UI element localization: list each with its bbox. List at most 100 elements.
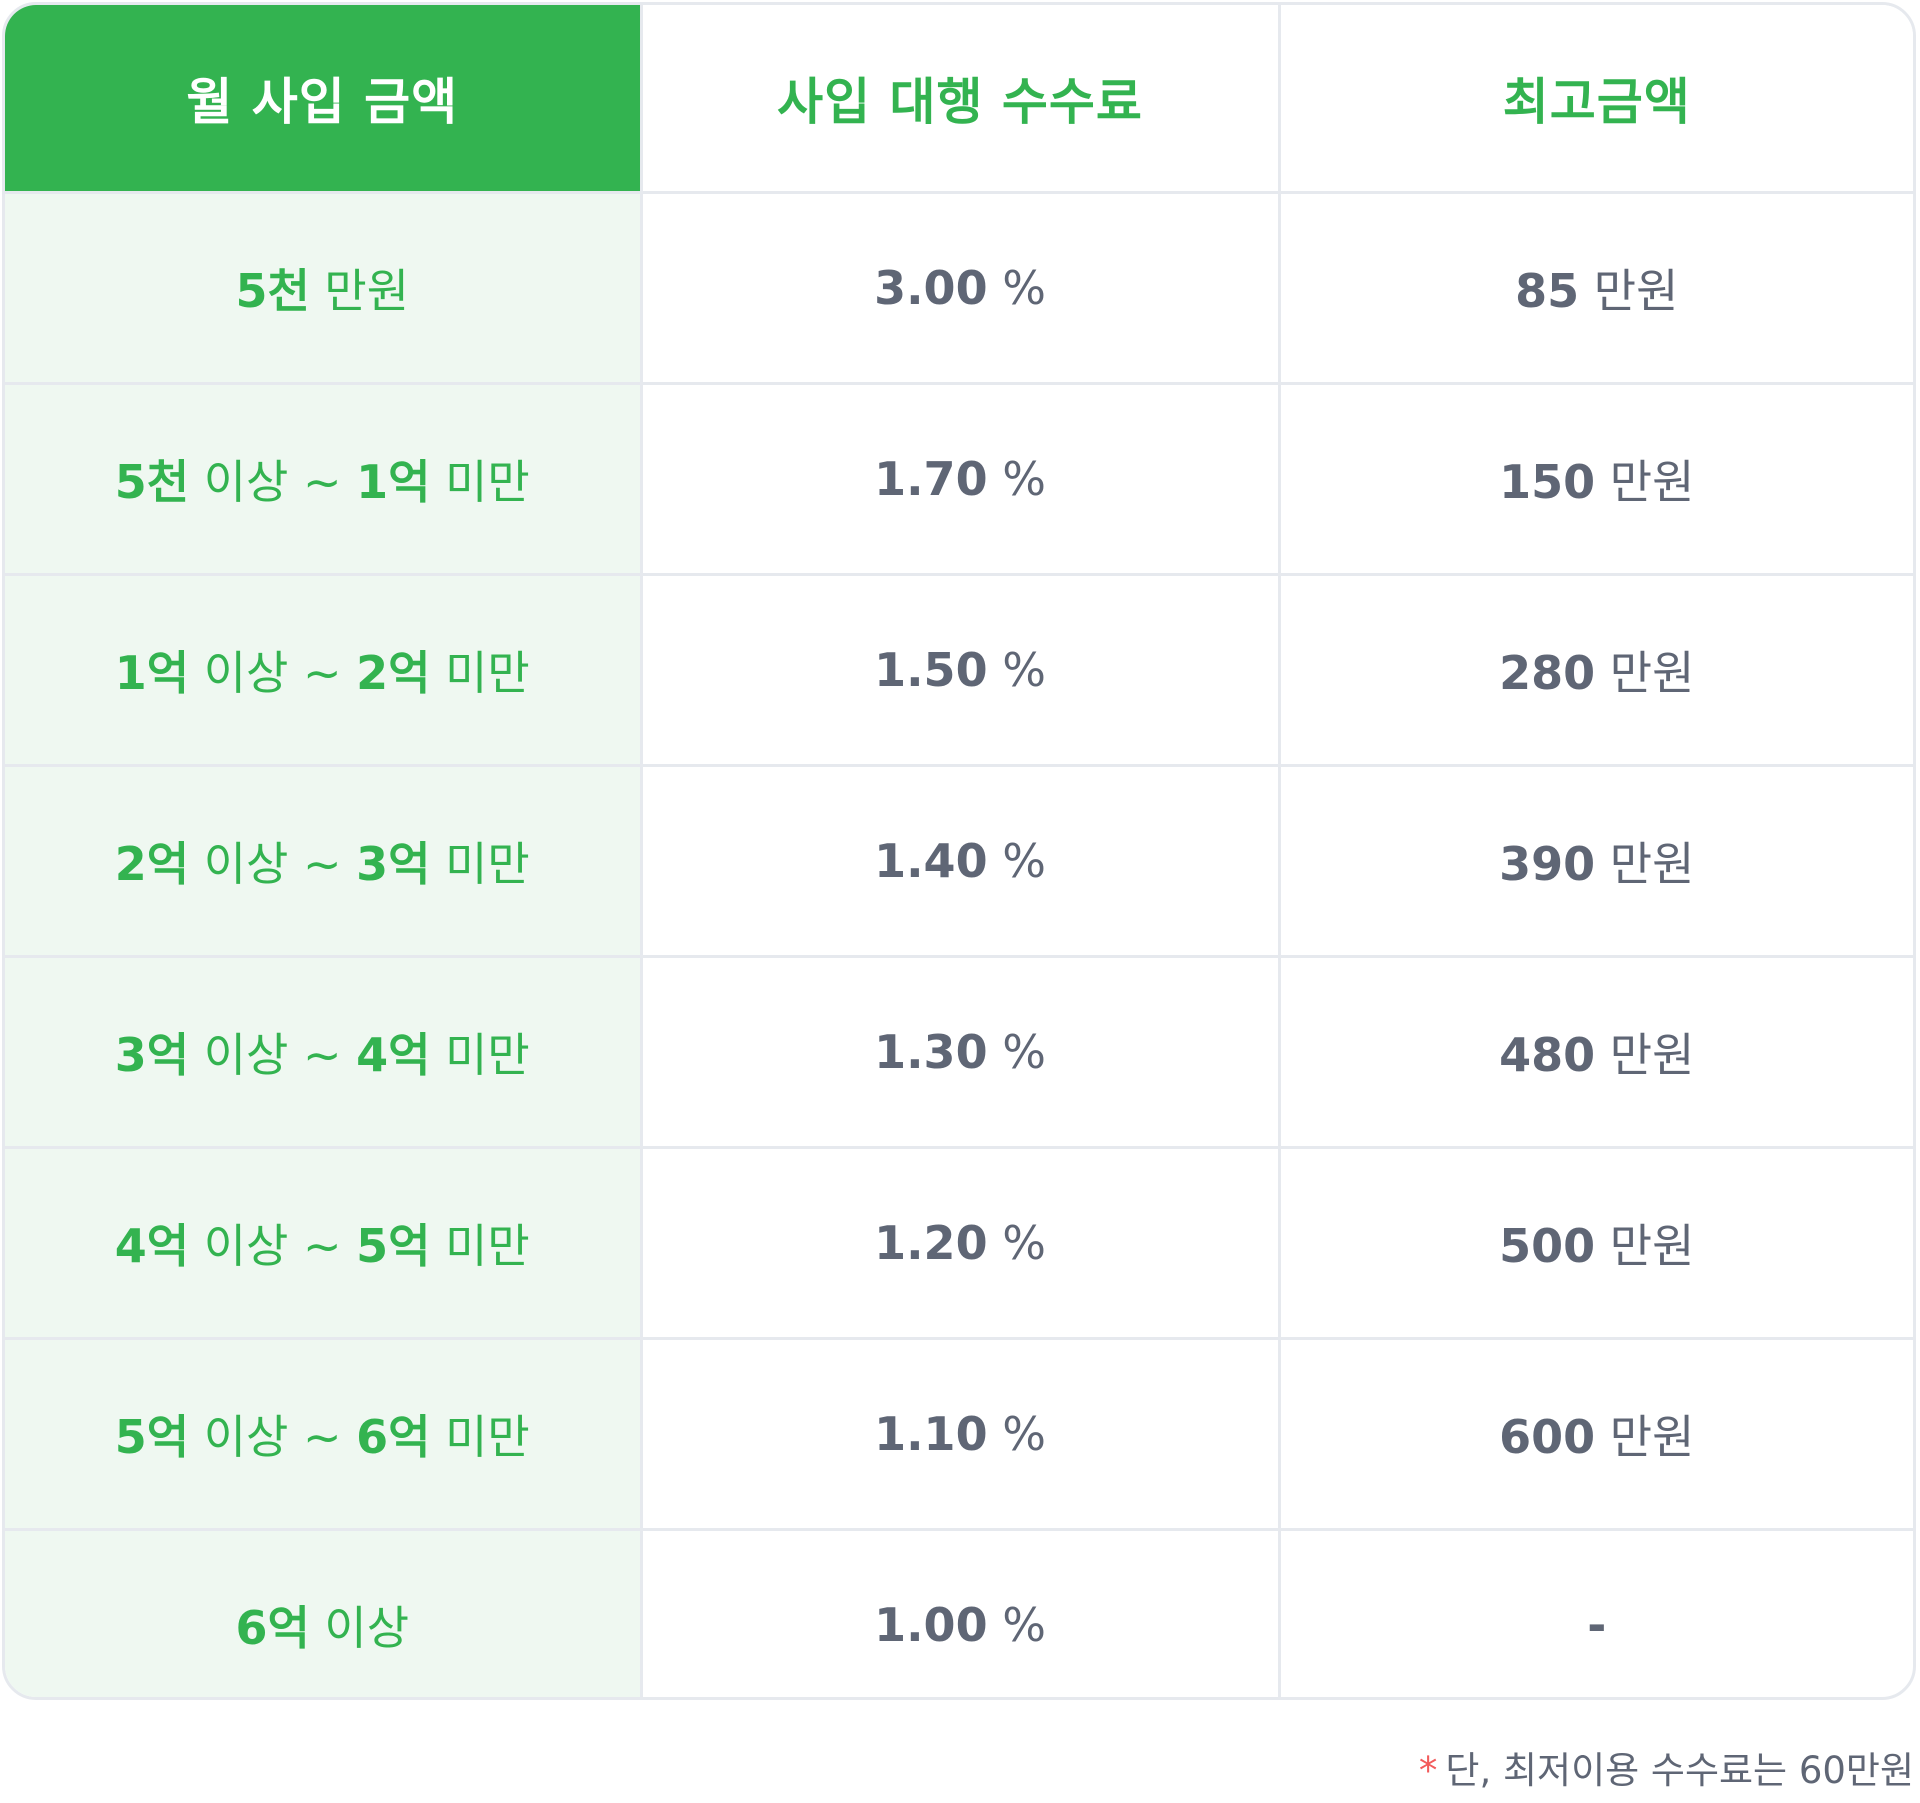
fee-rate-cell: 1.70 %	[641, 383, 1281, 576]
purchase-range-cell-part: 미만	[430, 455, 530, 509]
fee-rate-cell: 1.40 %	[641, 765, 1281, 958]
max-amount-cell-part: 만원	[1595, 1410, 1695, 1464]
purchase-range-cell: 3억 이상 ~ 4억 미만	[5, 956, 643, 1149]
fee-rate-cell-part: 1.10	[874, 1407, 988, 1461]
purchase-range-cell: 1억 이상 ~ 2억 미만	[5, 574, 643, 767]
table-row: 5천 만원 3.00 % 85 만원	[5, 192, 1913, 385]
fee-table-container: 월 사입 금액 사입 대행 수수료 최고금액 5천 만원 3.00 % 85 만원 5…	[2, 2, 1916, 1700]
fee-rate-cell-part: 3.00	[874, 261, 988, 315]
header-max-amount: 최고금액	[1279, 5, 1913, 194]
fee-rate-cell-part: %	[987, 452, 1046, 506]
fee-rate-cell-part: 1.30	[874, 1025, 988, 1079]
fee-rate-cell-part: %	[987, 834, 1046, 888]
table-header: 월 사입 금액 사입 대행 수수료 최고금액	[5, 5, 1913, 194]
fee-rate-cell: 1.00 %	[641, 1529, 1281, 1697]
purchase-range-cell: 5천 이상 ~ 1억 미만	[5, 383, 643, 576]
max-amount-cell-part: 만원	[1579, 264, 1679, 318]
purchase-range-cell-part: 미만	[430, 646, 530, 700]
table-row: 3억 이상 ~ 4억 미만 1.30 % 480 만원	[5, 956, 1913, 1149]
table-row: 5천 이상 ~ 1억 미만 1.70 % 150 만원	[5, 383, 1913, 576]
max-amount-cell-part: 만원	[1595, 455, 1695, 509]
purchase-range-cell: 2억 이상 ~ 3억 미만	[5, 765, 643, 958]
purchase-range-cell-part: 이상 ~	[189, 1028, 357, 1082]
purchase-range-cell-part: 5천	[235, 264, 310, 318]
purchase-range-cell-part: 미만	[430, 1410, 530, 1464]
purchase-range-cell-part: 이상 ~	[189, 455, 357, 509]
fee-rate-cell: 1.50 %	[641, 574, 1281, 767]
purchase-range-cell-part: 2억	[356, 646, 431, 700]
footnote: * 단, 최저이용 수수료는 60만원	[1419, 1740, 1914, 1794]
purchase-range-cell-part: 3억	[114, 1028, 190, 1082]
fee-rate-cell-part: %	[987, 643, 1046, 697]
purchase-range-cell-part: 이상 ~	[189, 1219, 357, 1273]
fee-rate-cell-part: %	[987, 1216, 1046, 1270]
max-amount-cell-part: 480	[1499, 1028, 1596, 1082]
table-row: 6억 이상 1.00 % -	[5, 1529, 1913, 1698]
max-amount-cell: -	[1279, 1530, 1913, 1698]
max-amount-cell-part: 150	[1499, 455, 1596, 509]
max-amount-cell: 480 만원	[1279, 956, 1913, 1149]
fee-rate-cell-part: 1.50	[874, 643, 988, 697]
purchase-range-cell-part: 4억	[114, 1219, 190, 1273]
table-body: 5천 만원 3.00 % 85 만원 5천 이상 ~ 1억 미만 1.70 % 150 만…	[5, 192, 1913, 1698]
max-amount-cell-part: -	[1587, 1598, 1607, 1652]
max-amount-cell: 85 만원	[1279, 192, 1913, 385]
table-row: 1억 이상 ~ 2억 미만 1.50 % 280 만원	[5, 574, 1913, 767]
fee-rate-cell: 1.20 %	[641, 1147, 1281, 1340]
fee-rate-cell: 3.00 %	[641, 192, 1281, 385]
purchase-range-cell-part: 이상 ~	[189, 837, 357, 891]
max-amount-cell-part: 만원	[1595, 1028, 1695, 1082]
table-row: 2억 이상 ~ 3억 미만 1.40 % 390 만원	[5, 765, 1913, 958]
purchase-range-cell-part: 5천	[114, 455, 190, 509]
purchase-range-cell: 5억 이상 ~ 6억 미만	[5, 1338, 643, 1531]
fee-rate-cell-part: %	[987, 1025, 1046, 1079]
purchase-range-cell-part: 5억	[356, 1219, 431, 1273]
max-amount-cell-part: 만원	[1595, 646, 1695, 700]
footnote-text: 단, 최저이용 수수료는 60만원	[1445, 1749, 1914, 1792]
purchase-range-cell-part: 만원	[309, 264, 410, 318]
max-amount-cell: 150 만원	[1279, 383, 1913, 576]
purchase-range-cell-part: 5억	[114, 1410, 190, 1464]
fee-rate-cell: 1.30 %	[641, 956, 1281, 1149]
fee-rate-cell-part: 1.00	[874, 1598, 988, 1652]
purchase-range-cell-part: 4억	[356, 1028, 431, 1082]
purchase-range-cell: 5천 만원	[5, 192, 643, 385]
purchase-range-cell-part: 1억	[114, 646, 190, 700]
max-amount-cell-part: 390	[1499, 837, 1596, 891]
fee-rate-cell-part: %	[987, 261, 1046, 315]
fee-rate-cell-part: %	[987, 1598, 1046, 1652]
fee-table: 월 사입 금액 사입 대행 수수료 최고금액 5천 만원 3.00 % 85 만원 5…	[5, 5, 1913, 1698]
header-monthly-purchase-amount: 월 사입 금액	[5, 5, 643, 194]
max-amount-cell-part: 280	[1499, 646, 1596, 700]
purchase-range-cell-part: 3억	[356, 837, 431, 891]
max-amount-cell: 280 만원	[1279, 574, 1913, 767]
purchase-range-cell-part: 6억	[235, 1601, 310, 1655]
max-amount-cell: 390 만원	[1279, 765, 1913, 958]
max-amount-cell-part: 600	[1499, 1410, 1596, 1464]
fee-rate-cell: 1.10 %	[641, 1338, 1281, 1531]
max-amount-cell-part: 85	[1515, 264, 1580, 318]
header-purchase-agency-fee: 사입 대행 수수료	[641, 5, 1281, 194]
table-row: 5억 이상 ~ 6억 미만 1.10 % 600 만원	[5, 1338, 1913, 1531]
fee-rate-cell-part: 1.20	[874, 1216, 988, 1270]
max-amount-cell: 500 만원	[1279, 1147, 1913, 1340]
purchase-range-cell-part: 이상 ~	[189, 646, 357, 700]
fee-rate-cell-part: 1.70	[874, 452, 988, 506]
purchase-range-cell-part: 미만	[430, 1028, 530, 1082]
purchase-range-cell: 6억 이상	[5, 1529, 643, 1697]
purchase-range-cell: 4억 이상 ~ 5억 미만	[5, 1147, 643, 1340]
purchase-range-cell-part: 6억	[356, 1410, 431, 1464]
asterisk-icon: *	[1418, 1749, 1438, 1792]
table-row: 4억 이상 ~ 5억 미만 1.20 % 500 만원	[5, 1147, 1913, 1340]
fee-rate-cell-part: %	[987, 1407, 1046, 1461]
purchase-range-cell-part: 2억	[114, 837, 190, 891]
max-amount-cell-part: 만원	[1595, 837, 1695, 891]
max-amount-cell-part: 500	[1499, 1219, 1596, 1273]
purchase-range-cell-part: 1억	[356, 455, 431, 509]
max-amount-cell-part: 만원	[1595, 1219, 1695, 1273]
max-amount-cell: 600 만원	[1279, 1338, 1913, 1531]
purchase-range-cell-part: 미만	[430, 1219, 530, 1273]
fee-rate-cell-part: 1.40	[874, 834, 988, 888]
purchase-range-cell-part: 이상	[309, 1601, 410, 1655]
purchase-range-cell-part: 미만	[430, 837, 530, 891]
